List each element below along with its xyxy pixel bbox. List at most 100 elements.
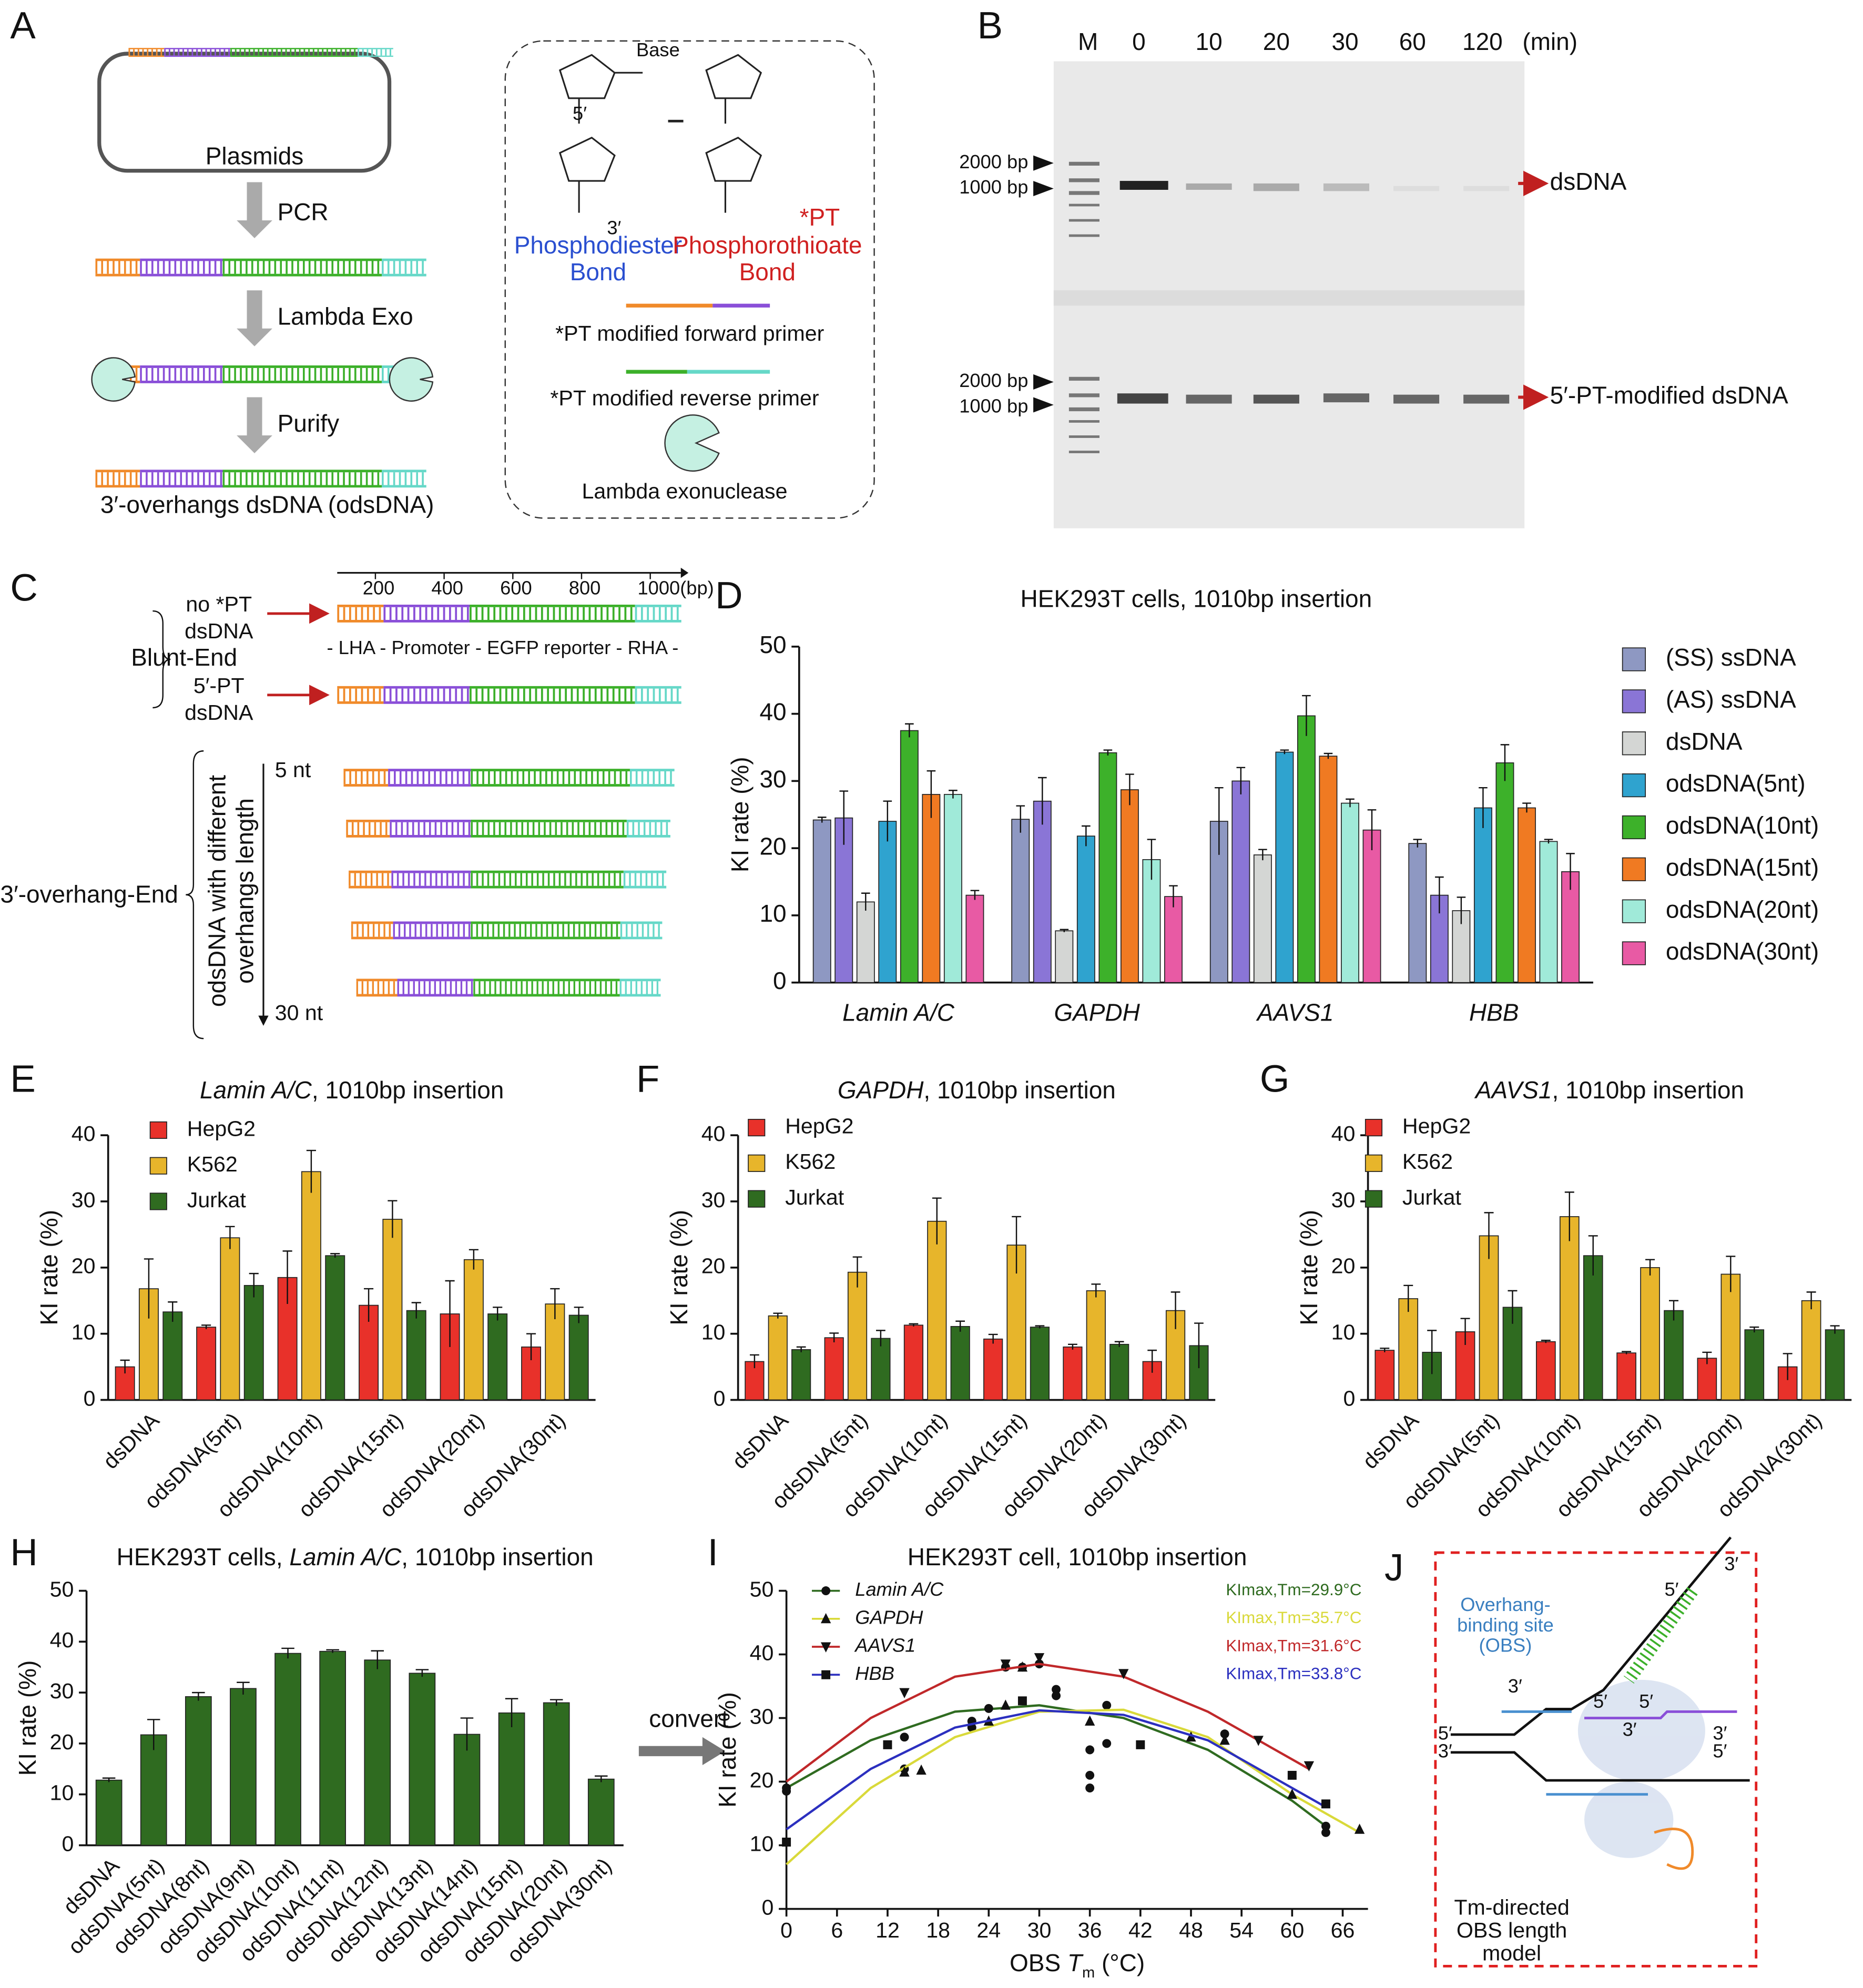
legend-swatch [1622, 773, 1646, 798]
legend-label: K562 [785, 1149, 836, 1174]
error-bar [1236, 767, 1246, 794]
legend-swatch [748, 1190, 766, 1208]
label: *PT [800, 203, 840, 231]
bar [498, 1712, 525, 1846]
chart-title: HEK293T cells, 1010bp insertion [1021, 585, 1372, 613]
lane-label: 20 [1263, 28, 1290, 55]
error-bar [1258, 849, 1267, 861]
error-bar [750, 1354, 759, 1369]
bar [587, 1778, 615, 1846]
legend-label: Lamin A/C [855, 1578, 944, 1600]
bar [325, 1255, 345, 1401]
error-bar [364, 1288, 374, 1322]
text-part: m [1082, 1964, 1095, 1981]
y-tick-label: 50 [50, 1577, 74, 1601]
bar [871, 1338, 891, 1401]
y-tick-label: 30 [50, 1679, 74, 1703]
point [1000, 1699, 1011, 1710]
label: 5′ [1664, 1578, 1678, 1600]
bar [274, 1653, 301, 1846]
y-tick-label: 50 [750, 1577, 774, 1601]
legend-swatch [1365, 1154, 1383, 1172]
panel-label: J [1384, 1546, 1403, 1589]
ladder [1068, 161, 1100, 453]
legend-swatch [1622, 899, 1646, 923]
bar [1011, 819, 1030, 983]
exonuclease [389, 357, 434, 402]
bar [382, 1219, 403, 1401]
bar [903, 1324, 924, 1401]
error-bar [1346, 798, 1355, 808]
point [916, 1764, 927, 1775]
label: dsDNA [1550, 168, 1627, 195]
lane-label: 0 [1132, 28, 1146, 55]
legend-label: Jurkat [785, 1185, 844, 1209]
error-bar [388, 1200, 398, 1238]
point [883, 1740, 892, 1749]
legend-label: HepG2 [1402, 1114, 1471, 1138]
annotation: KImax,Tm=35.7°C [1226, 1608, 1361, 1627]
error-bar [595, 1775, 608, 1782]
bar [1539, 841, 1558, 983]
label: 5′ [1438, 1722, 1452, 1744]
error-bar [955, 1320, 965, 1332]
label: convert [649, 1705, 728, 1732]
label: Tm-directed [1454, 1895, 1569, 1919]
bar [824, 1337, 844, 1401]
error-bar [1016, 805, 1025, 833]
error-bar [1564, 1191, 1574, 1241]
text-part: HEK293T cell, 1010bp insertion [908, 1543, 1247, 1571]
error-bar [817, 817, 827, 823]
bar [965, 894, 984, 983]
error-bar [1427, 1330, 1437, 1374]
lane-label: 10 [1196, 28, 1223, 55]
legend-swatch [149, 1192, 167, 1210]
label: Bond [570, 258, 626, 286]
error-bar [1380, 1348, 1390, 1352]
label: - LHA - Promoter - EGFP reporter - RHA - [327, 637, 678, 658]
label: *PT modified reverse primer [550, 386, 819, 410]
bar [1583, 1255, 1603, 1401]
dna [351, 923, 662, 938]
x-tick-label: 36 [1078, 1918, 1102, 1942]
error-bar [1060, 929, 1069, 932]
legend-swatch [1365, 1190, 1383, 1208]
error-bar [1588, 1235, 1598, 1276]
text-part: HEK293T cells, [117, 1543, 290, 1571]
error-bar [1170, 1291, 1180, 1329]
error-bar [1566, 853, 1575, 890]
bar [1398, 1298, 1419, 1401]
ruler-arrow [680, 567, 689, 578]
x-tick-label: 24 [976, 1918, 1001, 1942]
legend-label: Jurkat [1402, 1185, 1462, 1209]
legend-label: HBB [855, 1663, 894, 1684]
error-bar [1114, 1341, 1124, 1347]
point [782, 1787, 791, 1796]
bar [878, 821, 897, 983]
bar [95, 1779, 123, 1846]
x-tick-label: 48 [1179, 1918, 1203, 1942]
legend-label: GAPDH [855, 1606, 923, 1628]
strands [1450, 1536, 1750, 1870]
bar [545, 1303, 565, 1401]
error-bar [1169, 885, 1178, 908]
lane-label: 120 [1462, 28, 1503, 55]
error-bar [839, 790, 849, 845]
y-tick-label: 10 [72, 1320, 96, 1344]
error-bar [1103, 749, 1113, 756]
bar [568, 1314, 589, 1401]
error-bar [927, 770, 936, 818]
bar [185, 1696, 212, 1846]
bar [487, 1313, 508, 1401]
error-bar [249, 1272, 259, 1298]
chart-title: HEK293T cells, Lamin A/C, 1010bp inserti… [117, 1543, 594, 1571]
marker-label: 1000 bp [959, 176, 1028, 198]
error-bar [1068, 1343, 1077, 1350]
bar [847, 1271, 868, 1401]
bar [1297, 715, 1316, 983]
legend-swatch [149, 1157, 167, 1175]
error-bar [1367, 809, 1377, 850]
label: 30 nt [275, 1001, 323, 1025]
panel-label: C [10, 567, 37, 609]
y-tick-label: 20 [1331, 1254, 1356, 1278]
